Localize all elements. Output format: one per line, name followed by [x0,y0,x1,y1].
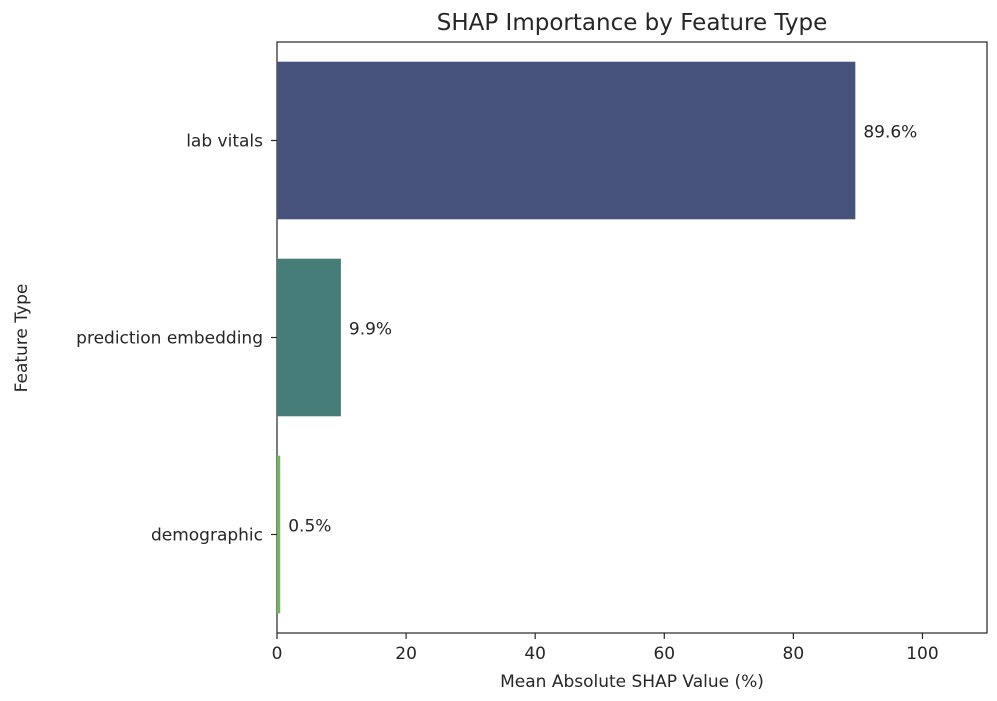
x-tick-label: 80 [783,644,805,664]
x-tick-label: 60 [653,644,675,664]
y-tick-label: lab vitals [186,132,263,152]
value-label: 0.5% [288,517,331,537]
chart-title: SHAP Importance by Feature Type [437,10,828,36]
x-tick-label: 20 [395,644,417,664]
value-labels: 89.6% 9.9% 0.5% [288,123,917,537]
y-tick-labels: lab vitals prediction embedding demographi… [76,132,277,546]
y-tick-label: demographic [151,526,263,546]
y-tick-label: prediction embedding [76,329,263,349]
x-axis-label: Mean Absolute SHAP Value (%) [500,672,764,692]
bar-prediction-embedding [277,258,341,417]
bars-group [277,61,856,614]
x-tick-label: 0 [272,644,283,664]
x-tick-label: 100 [906,644,938,664]
y-axis-label: Feature Type [12,284,32,393]
x-axis-ticks: 0 20 40 60 80 100 [272,633,939,664]
bar-demographic [277,455,281,614]
bar-lab-vitals [277,61,856,220]
x-tick-label: 40 [524,644,546,664]
value-label: 9.9% [349,320,392,340]
value-label: 89.6% [863,123,917,143]
